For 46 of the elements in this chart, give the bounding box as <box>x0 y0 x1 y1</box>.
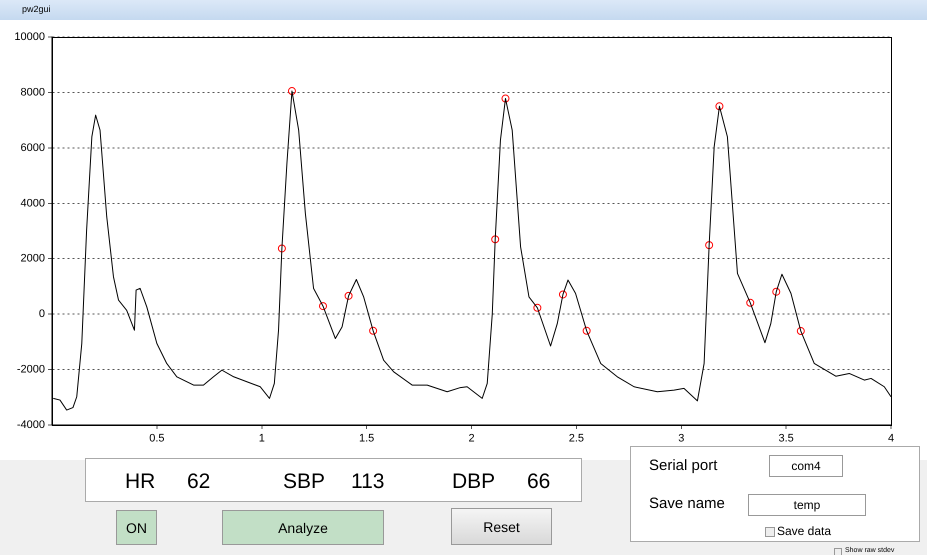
text: DBP <box>452 470 496 494</box>
reset-button: Reset <box>451 508 552 545</box>
point <box>318 302 327 310</box>
y-tick-label: 2000 <box>20 252 45 265</box>
point <box>705 241 714 250</box>
point <box>582 326 591 335</box>
x-tick-label: 3 <box>678 432 684 445</box>
y-tick-label: 8000 <box>20 86 45 98</box>
x-tick-label: 3.5 <box>778 432 794 445</box>
x-tick-label: 2.5 <box>568 432 584 445</box>
analyze-button: Analyze <box>222 510 384 545</box>
y-tick-label: 4000 <box>20 197 45 210</box>
text: 66 <box>527 470 550 494</box>
x-tick-label: 1 <box>258 432 265 445</box>
point <box>558 290 567 298</box>
text: SBP <box>283 470 326 494</box>
y-tick-label: 10000 <box>14 31 45 44</box>
point <box>344 292 353 300</box>
point <box>369 326 378 335</box>
x-tick-label: 2 <box>468 432 475 445</box>
point <box>533 304 542 312</box>
x-tick-label: 4 <box>888 432 894 445</box>
text: 62 <box>187 470 210 494</box>
toggle-button: ON <box>116 510 157 545</box>
point <box>491 235 500 244</box>
point <box>501 94 510 103</box>
y-tick-label: -4000 <box>16 419 45 432</box>
text-field: com4 <box>769 455 843 477</box>
text: Serial port <box>649 457 718 474</box>
text: Save data <box>777 524 832 538</box>
point <box>288 87 296 96</box>
x-tick-label: 0.5 <box>149 432 165 445</box>
point <box>746 298 754 307</box>
text: HR <box>125 470 156 494</box>
y-tick-label: 6000 <box>20 142 45 154</box>
text: 113 <box>351 470 384 494</box>
point <box>772 288 780 296</box>
chart-title: pw2gui <box>22 4 51 14</box>
point <box>715 102 724 110</box>
text: Save name <box>649 495 725 512</box>
y-tick-label: -2000 <box>16 364 45 376</box>
point <box>796 327 805 336</box>
text-field: temp <box>748 494 866 516</box>
y-tick-label: 0 <box>38 308 45 320</box>
point <box>278 244 286 252</box>
x-tick-label: 1.5 <box>358 432 374 445</box>
